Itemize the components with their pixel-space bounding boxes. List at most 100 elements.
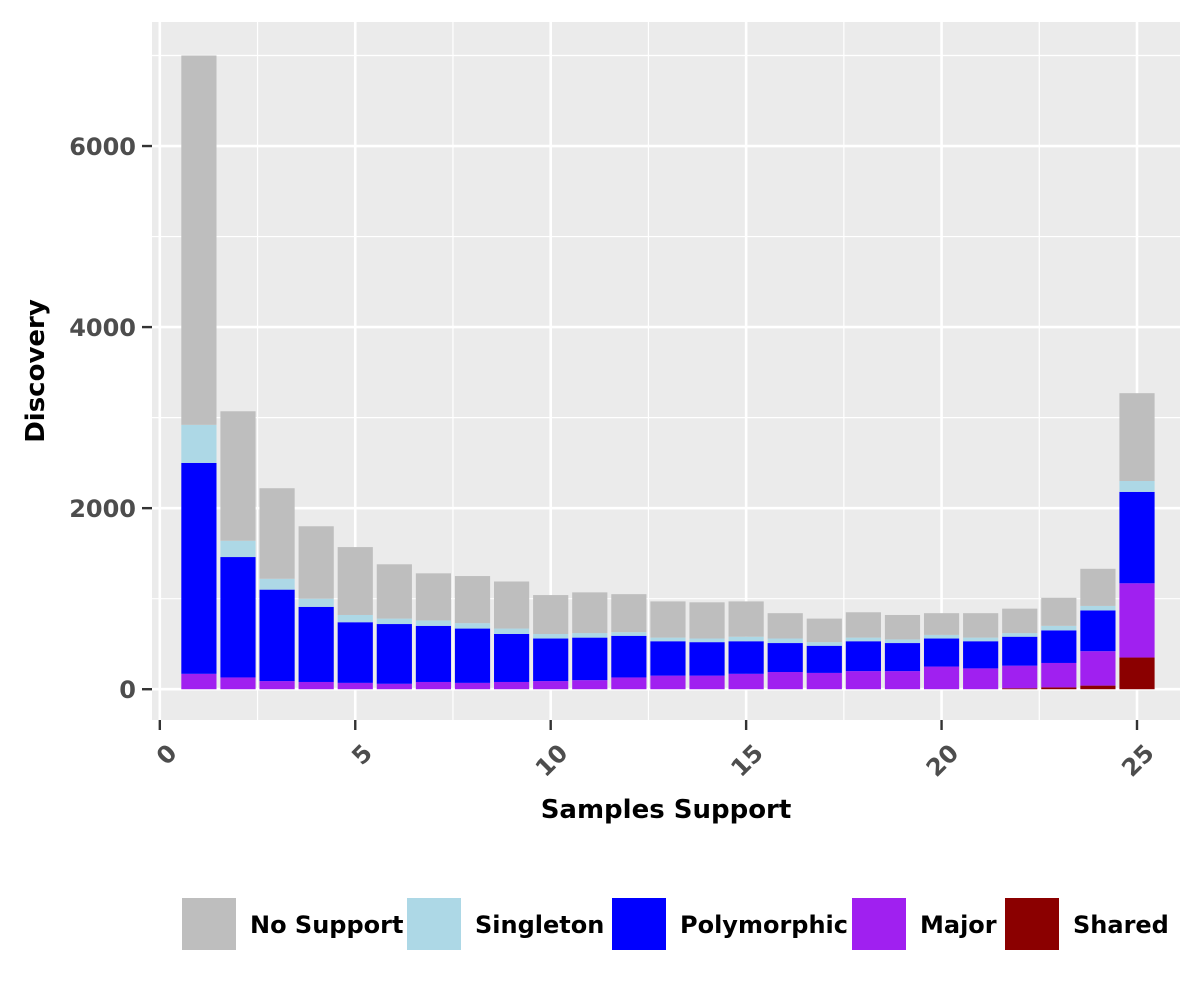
legend-label: No Support <box>250 911 403 939</box>
bar-major <box>650 675 686 690</box>
bar-singleton <box>1041 625 1077 631</box>
bar-shared <box>1002 688 1038 690</box>
bar-singleton <box>963 637 999 642</box>
bar-major <box>1041 662 1077 688</box>
legend-key-shared <box>1005 898 1059 950</box>
legend-label: Shared <box>1073 911 1169 939</box>
bar-polymorphic <box>767 643 803 673</box>
legend-key-major <box>852 898 906 950</box>
bar-major <box>572 680 608 690</box>
bar-no-support <box>220 411 256 541</box>
bar-singleton <box>298 598 334 607</box>
bar-major <box>884 671 921 690</box>
legend-key-no-support <box>182 898 236 950</box>
bar-no-support <box>884 614 921 640</box>
x-tick-label: 5 <box>346 739 378 771</box>
bar-no-support <box>454 576 491 624</box>
x-axis: 0 5 10 15 20 25 <box>151 720 1160 782</box>
bar-polymorphic <box>415 625 452 682</box>
bar-singleton <box>572 633 608 638</box>
bar-singleton <box>415 620 452 626</box>
bar-polymorphic <box>298 606 334 682</box>
bar-major <box>337 682 373 690</box>
bar-no-support <box>767 613 803 639</box>
bar-no-support <box>298 526 334 599</box>
bar-singleton <box>337 614 373 623</box>
legend-label: Major <box>920 911 997 939</box>
bar-no-support <box>572 592 608 634</box>
bar-singleton <box>650 637 686 642</box>
bar-singleton <box>1119 480 1155 492</box>
x-tick-label: 25 <box>1116 739 1159 782</box>
legend-key-singleton <box>407 898 461 950</box>
bar-no-support <box>1119 393 1155 481</box>
bar-no-support <box>689 602 725 639</box>
x-tick-label: 20 <box>921 739 964 782</box>
bar-polymorphic <box>1002 636 1038 666</box>
bar-polymorphic <box>181 462 217 674</box>
bar-no-support <box>181 55 217 425</box>
bar-polymorphic <box>689 642 725 676</box>
bar-singleton <box>767 638 803 644</box>
bar-no-support <box>1080 568 1116 606</box>
bar-polymorphic <box>806 645 842 673</box>
bar-major <box>259 681 295 690</box>
bar-singleton <box>845 637 881 642</box>
bar-no-support <box>1002 608 1038 634</box>
bar-major <box>1080 651 1116 686</box>
y-tick-label: 2000 <box>69 495 136 523</box>
bar-major <box>806 672 842 690</box>
bar-major <box>454 682 491 690</box>
legend-label: Singleton <box>475 911 604 939</box>
bar-no-support <box>650 601 686 638</box>
bar-no-support <box>728 601 764 637</box>
bar-no-support <box>1041 597 1077 626</box>
bar-no-support <box>259 488 295 579</box>
bar-no-support <box>845 612 881 638</box>
bar-major <box>1119 583 1155 658</box>
bar-polymorphic <box>728 641 764 674</box>
bar-no-support <box>337 547 373 615</box>
bar-no-support <box>533 595 569 634</box>
bar-singleton <box>884 639 921 644</box>
legend-key-polymorphic <box>612 898 666 950</box>
bar-no-support <box>494 581 530 629</box>
bar-major <box>728 673 764 690</box>
bar-polymorphic <box>884 643 921 672</box>
bar-singleton <box>611 632 647 636</box>
bars <box>181 55 1155 690</box>
bar-polymorphic <box>533 638 569 682</box>
bar-singleton <box>1080 605 1116 611</box>
bar-no-support <box>923 613 960 635</box>
bar-major <box>533 681 569 690</box>
y-axis-title: Discovery <box>21 299 51 443</box>
bar-no-support <box>806 618 842 643</box>
bar-major <box>494 681 530 690</box>
bar-polymorphic <box>1041 630 1077 663</box>
bar-polymorphic <box>923 638 960 667</box>
bar-shared <box>1119 657 1155 690</box>
x-tick-label: 10 <box>530 739 573 782</box>
bar-singleton <box>376 618 412 625</box>
y-tick-label: 6000 <box>69 133 136 161</box>
bar-singleton <box>1002 633 1038 637</box>
bar-shared <box>1041 687 1077 690</box>
bar-major <box>181 673 217 690</box>
bar-singleton <box>728 636 764 642</box>
bar-singleton <box>494 628 530 634</box>
bar-no-support <box>963 613 999 638</box>
x-tick-label: 0 <box>151 739 183 771</box>
bar-polymorphic <box>376 624 412 684</box>
bar-major <box>220 677 256 690</box>
y-tick-label: 0 <box>119 676 136 704</box>
bar-polymorphic <box>611 635 647 678</box>
bar-major <box>689 675 725 690</box>
bar-polymorphic <box>259 589 295 682</box>
bar-singleton <box>689 638 725 643</box>
bar-major <box>611 677 647 690</box>
bar-polymorphic <box>454 628 491 683</box>
x-tick-label: 15 <box>725 739 768 782</box>
bar-major <box>298 681 334 690</box>
bar-polymorphic <box>650 641 686 676</box>
legend: No Support Singleton Polymorphic Major Share… <box>182 898 1169 950</box>
